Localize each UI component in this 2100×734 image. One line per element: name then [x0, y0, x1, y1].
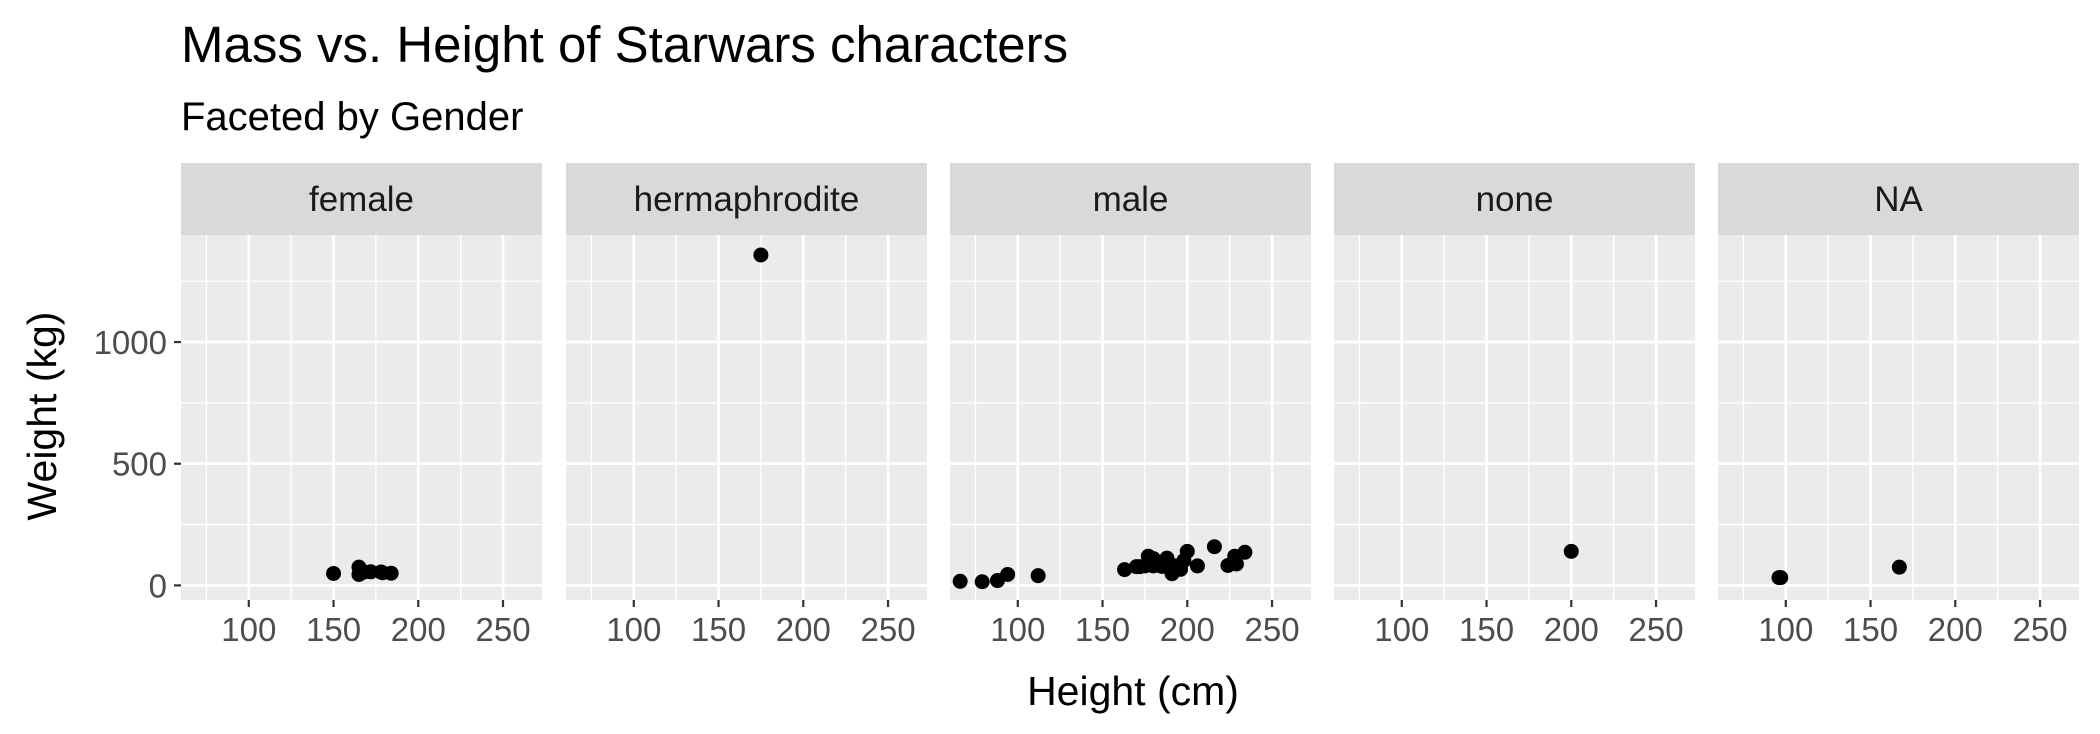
y-tick-label: 500: [112, 446, 167, 483]
x-tick-label: 150: [306, 611, 361, 648]
x-tick-label: 100: [1758, 611, 1813, 648]
data-point: [1179, 543, 1195, 559]
data-point: [1030, 568, 1046, 584]
data-point: [326, 565, 342, 581]
data-point: [1773, 570, 1789, 586]
chart-title: Mass vs. Height of Starwars characters: [181, 16, 1068, 73]
x-tick-label: 150: [1843, 611, 1898, 648]
facet-panel-female: female 100 150 200 250: [181, 163, 542, 648]
data-point: [353, 565, 369, 581]
y-axis: 0 500 1000: [94, 324, 181, 604]
x-tick-label: 250: [2012, 611, 2067, 648]
panel-background: [950, 235, 1311, 600]
facet-panel-na: NA 100 150 200 250: [1718, 163, 2079, 648]
panel-background: [181, 235, 542, 600]
panel-background: [566, 235, 927, 600]
facet-panel-hermaphrodite: hermaphrodite 100 150 200 250: [566, 163, 927, 648]
data-point: [1145, 551, 1161, 567]
panel-background: [1718, 235, 2079, 600]
facet-panel-none: none 100 150 200 250: [1334, 163, 1695, 648]
x-tick-label: 150: [691, 611, 746, 648]
x-tick-label: 200: [776, 611, 831, 648]
data-point: [753, 247, 769, 263]
facet-strip-label: NA: [1874, 180, 1923, 219]
x-tick-label: 100: [1374, 611, 1429, 648]
facet-strip: [1718, 163, 2079, 235]
facet-strip-label: hermaphrodite: [634, 180, 860, 219]
data-point: [1237, 544, 1253, 560]
facet-panels: female 100 150 200 250 hermaphrodite 100 150 200…: [181, 163, 2079, 648]
data-point: [1132, 559, 1148, 575]
data-point: [1189, 558, 1205, 574]
x-tick-label: 200: [1160, 611, 1215, 648]
facet-strip: [181, 163, 542, 235]
x-tick-label: 250: [860, 611, 915, 648]
x-tick-label: 200: [1928, 611, 1983, 648]
facet-panel-male: male 100 150 200 250: [950, 163, 1311, 648]
x-tick-label: 250: [475, 611, 530, 648]
facet-strip-label: none: [1476, 180, 1554, 219]
data-point: [1000, 566, 1016, 582]
x-tick-label: 100: [990, 611, 1045, 648]
data-point: [1891, 559, 1907, 575]
facet-strip: [566, 163, 927, 235]
y-tick-label: 0: [149, 567, 167, 604]
x-tick-label: 250: [1628, 611, 1683, 648]
y-tick-label: 1000: [94, 324, 167, 361]
x-tick-label: 150: [1075, 611, 1130, 648]
facet-strip: [1334, 163, 1695, 235]
x-tick-label: 250: [1244, 611, 1299, 648]
data-point: [952, 573, 968, 589]
data-point: [1563, 543, 1579, 559]
x-tick-label: 100: [606, 611, 661, 648]
chart-subtitle: Faceted by Gender: [181, 95, 523, 139]
data-point: [375, 565, 391, 581]
x-axis-title: Height (cm): [1027, 668, 1239, 714]
data-point: [1228, 556, 1244, 572]
facet-strip-label: male: [1093, 180, 1169, 219]
data-point: [1206, 539, 1222, 555]
y-axis-title: Weight (kg): [19, 312, 65, 521]
data-point: [974, 574, 990, 590]
x-tick-label: 100: [221, 611, 276, 648]
data-point: [1117, 562, 1133, 578]
x-tick-label: 200: [391, 611, 446, 648]
facet-strip-label: female: [309, 180, 414, 219]
panel-background: [1334, 235, 1695, 600]
x-tick-label: 150: [1459, 611, 1514, 648]
x-tick-label: 200: [1544, 611, 1599, 648]
facet-strip: [950, 163, 1311, 235]
